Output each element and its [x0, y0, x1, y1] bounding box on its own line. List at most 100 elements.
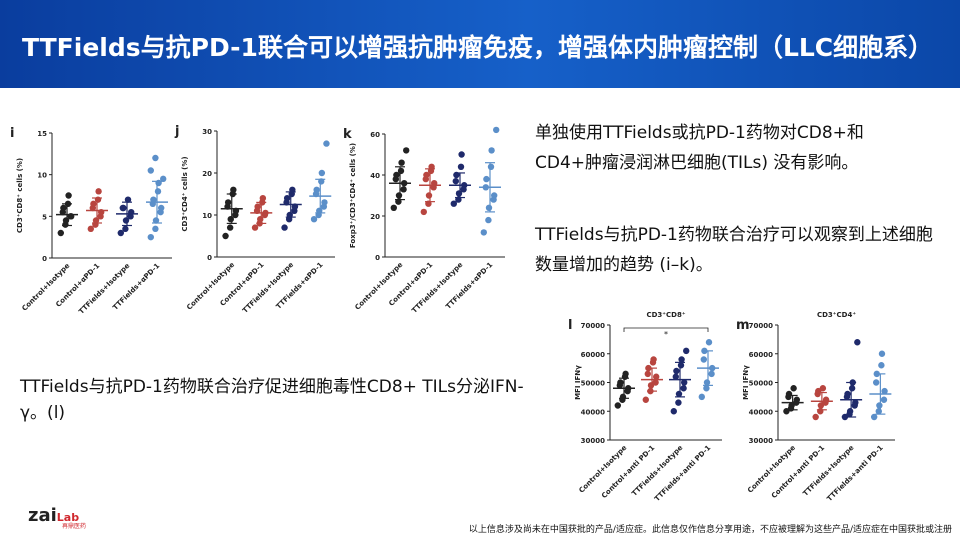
data-point — [652, 379, 659, 386]
data-point — [281, 224, 288, 231]
data-point — [491, 192, 498, 199]
data-point — [152, 225, 159, 233]
y-tick-label: 0 — [42, 255, 47, 263]
data-point — [878, 350, 886, 357]
y-axis-label: MFI IFNγ — [574, 365, 582, 400]
data-point — [793, 396, 801, 403]
data-point — [483, 175, 490, 183]
data-point — [683, 347, 690, 355]
y-tick-label: 50000 — [581, 380, 605, 388]
y-tick-label: 40 — [370, 172, 380, 180]
data-point — [390, 204, 397, 211]
data-point — [318, 169, 326, 177]
data-point — [881, 387, 888, 395]
y-tick-label: 70000 — [581, 322, 605, 330]
data-point — [254, 203, 261, 210]
panel-label: k — [343, 127, 352, 142]
data-point — [259, 195, 267, 202]
data-point — [480, 229, 487, 236]
data-point — [617, 379, 624, 386]
data-point — [60, 204, 67, 212]
data-point — [395, 192, 403, 199]
data-point — [400, 186, 407, 193]
data-point — [87, 225, 95, 233]
x-tick-label: TTFields+Isotype — [241, 261, 295, 315]
data-point — [846, 408, 854, 415]
data-point — [147, 167, 154, 174]
data-point — [680, 385, 687, 392]
data-point — [323, 140, 330, 147]
data-point — [493, 126, 500, 134]
data-point — [817, 408, 824, 415]
x-tick-label: TTFields+anti PD-1 — [653, 444, 712, 503]
data-point — [644, 370, 651, 378]
data-point — [675, 399, 682, 406]
data-point — [227, 216, 234, 223]
data-point — [283, 195, 291, 202]
x-tick-label: Control+Isotype — [20, 262, 71, 313]
data-point — [485, 204, 493, 211]
data-point — [321, 199, 328, 206]
x-tick-label: Control+anti PD-1 — [600, 444, 656, 500]
header-bar: TTFields与抗PD-1联合可以增强抗肿瘤免疫，增强体内肿瘤控制（LLC细胞… — [0, 0, 960, 88]
data-point — [313, 186, 320, 193]
data-point — [673, 367, 680, 375]
y-tick-label: 60 — [370, 131, 380, 139]
data-point — [152, 154, 159, 162]
y-tick-label: 70000 — [749, 322, 773, 330]
logo: zaiLab — [28, 505, 79, 526]
significance-bracket — [623, 327, 709, 332]
footer: 以上信息涉及尚未在中国获批的产品/适应症。此信息仅作信息分享用途，不应被理解为这… — [468, 525, 952, 535]
text-point: TTFields与抗PD-1药物联合治疗可以观察到上述细胞数量增加的趋势 (i–… — [535, 225, 933, 275]
data-point — [420, 208, 427, 216]
x-tick-label: Control+anti PD-1 — [770, 444, 826, 500]
data-point — [224, 199, 232, 206]
data-point — [222, 232, 229, 240]
data-point — [90, 200, 97, 208]
y-tick-label: 30 — [202, 128, 212, 136]
data-point — [230, 186, 237, 193]
y-tick-label: 20 — [202, 170, 212, 178]
data-point — [642, 396, 649, 403]
data-point — [878, 362, 885, 369]
data-point — [703, 385, 710, 392]
x-tick-label: Control+Isotype — [746, 444, 797, 495]
logo-lab: Lab — [56, 511, 80, 524]
data-point — [485, 216, 492, 224]
data-point — [425, 192, 433, 199]
data-point — [703, 379, 711, 386]
data-point — [854, 339, 861, 346]
data-point — [488, 147, 495, 154]
logo-brand: zai — [28, 505, 57, 526]
data-point — [614, 402, 621, 409]
data-point — [650, 356, 657, 363]
data-point — [841, 413, 849, 421]
data-point — [95, 188, 102, 195]
panel-label: i — [10, 126, 14, 141]
x-tick-label: Control+Isotype — [353, 261, 404, 312]
data-point — [872, 379, 880, 386]
data-point — [678, 356, 685, 363]
data-point — [822, 396, 830, 403]
data-point — [122, 225, 129, 233]
data-point — [458, 151, 465, 158]
panel-label: m — [736, 318, 750, 333]
data-point — [487, 163, 495, 170]
data-point — [423, 171, 430, 179]
y-tick-label: 60000 — [749, 351, 773, 359]
data-point — [653, 373, 660, 380]
y-tick-label: 0 — [207, 254, 212, 262]
x-tick-label: TTFields+Isotype — [77, 262, 131, 316]
data-point — [120, 204, 127, 212]
data-point — [393, 171, 400, 179]
y-tick-label: 30000 — [581, 437, 605, 445]
x-tick-label: Control+Isotype — [185, 261, 236, 312]
data-point — [251, 224, 259, 231]
y-tick-label: 5 — [42, 213, 47, 221]
data-point — [812, 413, 819, 421]
panel-title: CD3⁺CD4⁺ — [817, 311, 856, 319]
panel-label: l — [568, 318, 572, 333]
data-point — [790, 385, 797, 392]
data-point — [397, 167, 405, 175]
